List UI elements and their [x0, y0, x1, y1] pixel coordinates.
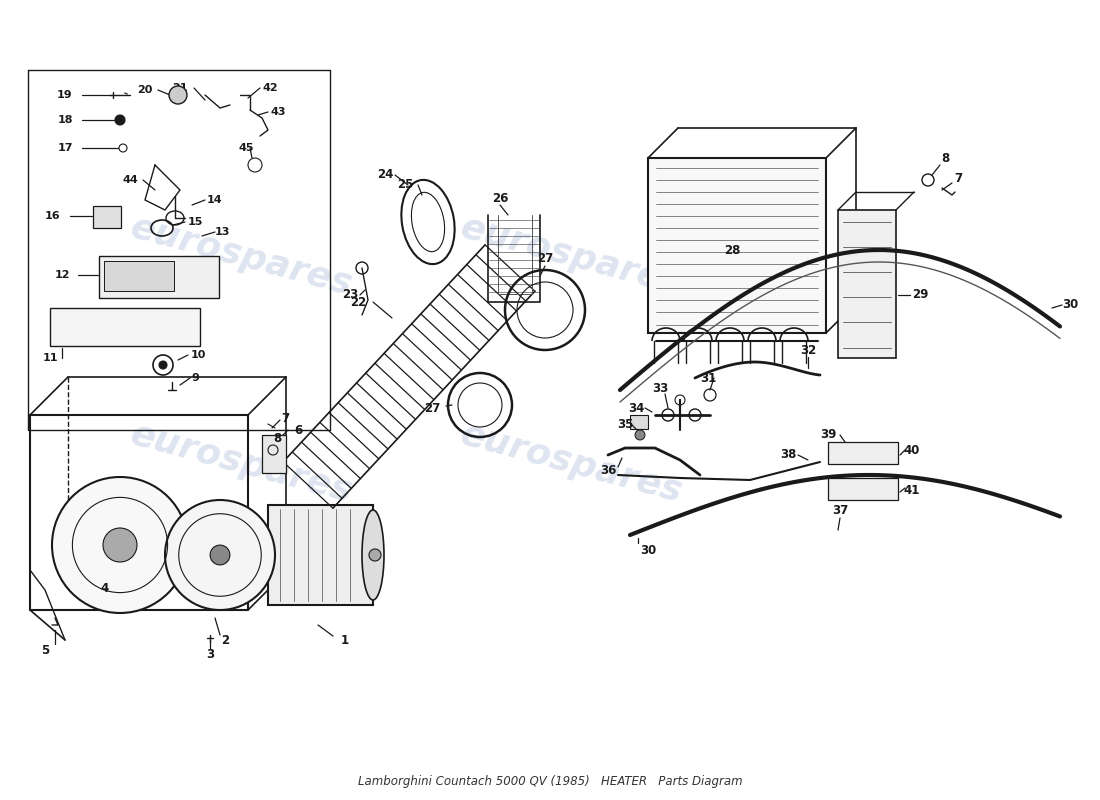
Text: 10: 10 [190, 350, 206, 360]
Circle shape [169, 86, 187, 104]
Text: eurospares: eurospares [128, 210, 356, 302]
Bar [262, 435, 286, 473]
Text: 31: 31 [700, 371, 716, 385]
Ellipse shape [362, 510, 384, 600]
Text: 14: 14 [207, 195, 223, 205]
Text: 28: 28 [724, 243, 740, 257]
Text: 38: 38 [780, 449, 796, 462]
Text: 30: 30 [1062, 298, 1078, 311]
Text: 15: 15 [187, 217, 202, 227]
Bar [104, 261, 174, 291]
Circle shape [103, 528, 138, 562]
Circle shape [635, 430, 645, 440]
Text: 34: 34 [628, 402, 645, 414]
Bar [828, 442, 898, 464]
Text: 24: 24 [377, 169, 393, 182]
Circle shape [210, 545, 230, 565]
Bar [838, 210, 896, 358]
Circle shape [160, 361, 167, 369]
Bar [828, 478, 898, 500]
Text: 36: 36 [600, 463, 616, 477]
Text: 9: 9 [191, 373, 199, 383]
Text: 6: 6 [294, 423, 302, 437]
Text: 18: 18 [57, 115, 73, 125]
Text: 2: 2 [221, 634, 229, 646]
Text: 40: 40 [904, 443, 921, 457]
Text: 42: 42 [262, 83, 278, 93]
Bar [94, 206, 121, 228]
Text: 12: 12 [54, 270, 69, 280]
Text: 11: 11 [42, 353, 57, 363]
Text: 7: 7 [954, 171, 962, 185]
Text: 23: 23 [342, 289, 359, 302]
Text: 44: 44 [122, 175, 138, 185]
Text: eurospares: eurospares [458, 417, 686, 509]
Text: 20: 20 [138, 85, 153, 95]
Text: 8: 8 [273, 431, 282, 445]
Text: 45: 45 [239, 143, 254, 153]
Text: 1: 1 [341, 634, 349, 646]
Bar [99, 256, 219, 298]
Text: 17: 17 [57, 143, 73, 153]
Circle shape [165, 500, 275, 610]
Text: 19: 19 [57, 90, 73, 100]
Text: 22: 22 [350, 295, 366, 309]
Bar [50, 308, 200, 346]
Text: 8: 8 [940, 151, 949, 165]
Text: 3: 3 [206, 649, 214, 662]
Text: eurospares: eurospares [458, 210, 686, 302]
Text: 30: 30 [640, 543, 656, 557]
Text: eurospares: eurospares [128, 417, 356, 509]
Text: 27: 27 [424, 402, 440, 414]
Text: 25: 25 [397, 178, 414, 191]
Bar [630, 415, 648, 429]
Text: Lamborghini Countach 5000 QV (1985)   HEATER   Parts Diagram: Lamborghini Countach 5000 QV (1985) HEAT… [358, 775, 742, 789]
Circle shape [116, 115, 125, 125]
Text: 35: 35 [617, 418, 634, 431]
Text: 7: 7 [280, 411, 289, 425]
Text: 29: 29 [912, 289, 928, 302]
Text: 39: 39 [820, 429, 836, 442]
Text: 41: 41 [904, 483, 921, 497]
Text: 27: 27 [537, 251, 553, 265]
Text: 26: 26 [492, 191, 508, 205]
Text: 33: 33 [652, 382, 668, 394]
Text: 37: 37 [832, 503, 848, 517]
Text: 21: 21 [173, 83, 188, 93]
Text: 4: 4 [101, 582, 109, 594]
Text: 43: 43 [271, 107, 286, 117]
Bar [268, 505, 373, 605]
Text: 32: 32 [800, 343, 816, 357]
Circle shape [52, 477, 188, 613]
Text: 5: 5 [41, 643, 50, 657]
Circle shape [368, 549, 381, 561]
Text: 16: 16 [44, 211, 59, 221]
Text: 13: 13 [214, 227, 230, 237]
Bar [648, 158, 826, 333]
